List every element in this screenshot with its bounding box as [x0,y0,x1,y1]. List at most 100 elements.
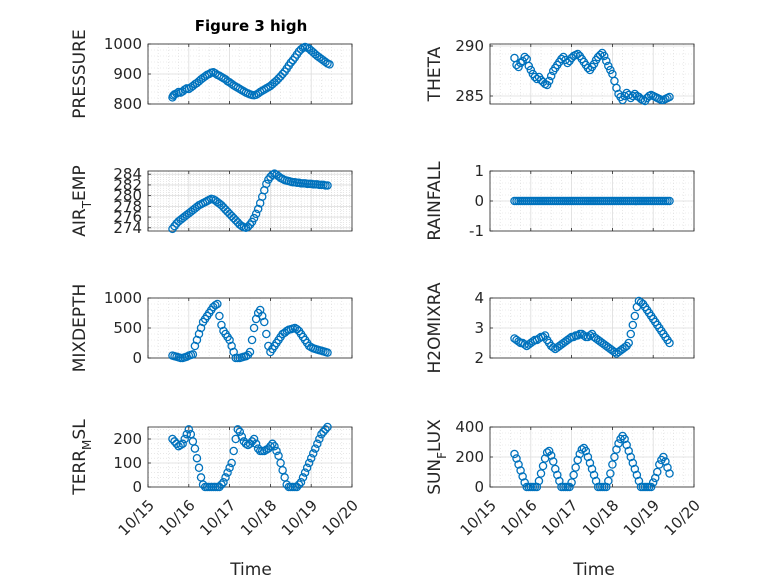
data-point [225,463,234,473]
data-point [217,480,226,489]
y-tick-label: 285 [455,87,484,105]
data-point [589,59,599,69]
y-tick-label: 1000 [104,35,142,53]
data-point [567,478,576,487]
y-axis-label-text: LUX [425,419,445,452]
y-axis-label-theta: THETA [425,46,445,102]
data-point [178,439,187,449]
data-point [184,425,194,434]
data-point [516,58,525,68]
y-tick-label: 4 [474,289,484,307]
x-tick-label: 10/19 [278,496,321,539]
data-point [624,338,633,348]
y-tick-label: 0 [474,478,484,496]
y-tick-label: 0 [132,478,142,496]
subplot-theta: 285 290 THETA [425,37,695,106]
data-point [536,469,546,478]
y-tick-label: 1 [474,162,484,180]
x-tick-label: 10/18 [579,496,622,539]
y-axis-label-text: SUN [425,459,445,495]
x-tick-label: 10/17 [538,496,581,539]
data-point [306,453,316,463]
data-point [518,56,527,66]
y-tick-label: 200 [455,448,484,466]
y-tick-label: 1000 [104,289,142,307]
data-point [215,311,224,321]
y-tick-label: 200 [113,430,142,448]
data-point [262,329,271,339]
data-point [573,49,582,59]
data-point [540,331,550,340]
subplot-mixdepth: 0 500 1000 MIXDEPTH [70,284,353,373]
data-point [665,338,674,348]
data-point [534,476,544,486]
x-tick-label: 10/18 [237,496,280,539]
figure-title: Figure 3 high [195,17,308,35]
data-point [659,452,668,462]
data-point [249,434,259,444]
y-tick-label: 274 [113,219,142,237]
data-point [213,299,222,309]
data-point [317,429,326,439]
data-point [542,80,552,90]
y-tick-label: 100 [113,454,142,472]
data-point [618,95,627,105]
data-point [308,449,318,458]
data-point [512,60,521,70]
subplot-rainfall: -1 0 1 RAINFALL [425,161,695,241]
data-point [630,311,640,321]
y-tick-label: 280 [113,187,142,205]
data-point [292,324,302,334]
data-point [262,179,271,189]
y-tick-label: 278 [113,197,142,215]
data-point [200,72,210,81]
y-axis-label-h2omixra: H2OMIXRA [425,282,445,373]
y-tick-label: 500 [113,319,142,337]
data-point [253,204,263,214]
data-point [626,329,636,339]
data-point [251,209,261,219]
y-tick-label: 282 [113,176,142,194]
data-point [520,340,529,349]
data-point [610,347,619,357]
data-point [182,429,192,439]
x-axis-label-left: Time [229,560,272,580]
data-point [292,482,302,492]
data-point [646,482,656,492]
x-tick-label: 10/20 [319,496,362,539]
data-point [237,432,247,441]
data-point [190,444,200,453]
data-point [583,63,593,73]
data-point [313,439,322,449]
data-point [544,76,554,86]
data-point [180,434,189,444]
data-point [302,463,312,473]
data-point [565,482,574,492]
data-point [304,458,314,468]
y-axis-label-sun-flux: SUNFLUX [425,419,449,495]
y-tick-label: 0 [132,349,142,367]
y-tick-label: 3 [474,319,484,337]
data-point [294,480,304,489]
y-tick-label: 800 [113,95,142,113]
y-axis-label-mixdepth: MIXDEPTH [70,284,90,373]
x-tick-label: 10/15 [115,496,158,539]
y-tick-label: 2 [474,349,484,367]
data-point [577,445,587,454]
data-point [300,468,310,477]
x-tick-label: 10/15 [457,496,500,539]
data-point [665,469,674,478]
subplot-h2omixra: 2 3 4 H2OMIXRA [425,282,695,374]
data-point [170,437,179,446]
subplot-pressure: 800 900 1000 PRESSURE [70,29,353,119]
data-point [614,439,623,448]
y-tick-label: -1 [469,222,484,240]
data-point [235,427,245,437]
data-point [548,457,558,466]
y-tick-label: 0 [474,192,484,210]
data-point [229,446,238,456]
data-point [296,45,306,54]
data-point [323,348,332,357]
data-point [606,65,615,75]
